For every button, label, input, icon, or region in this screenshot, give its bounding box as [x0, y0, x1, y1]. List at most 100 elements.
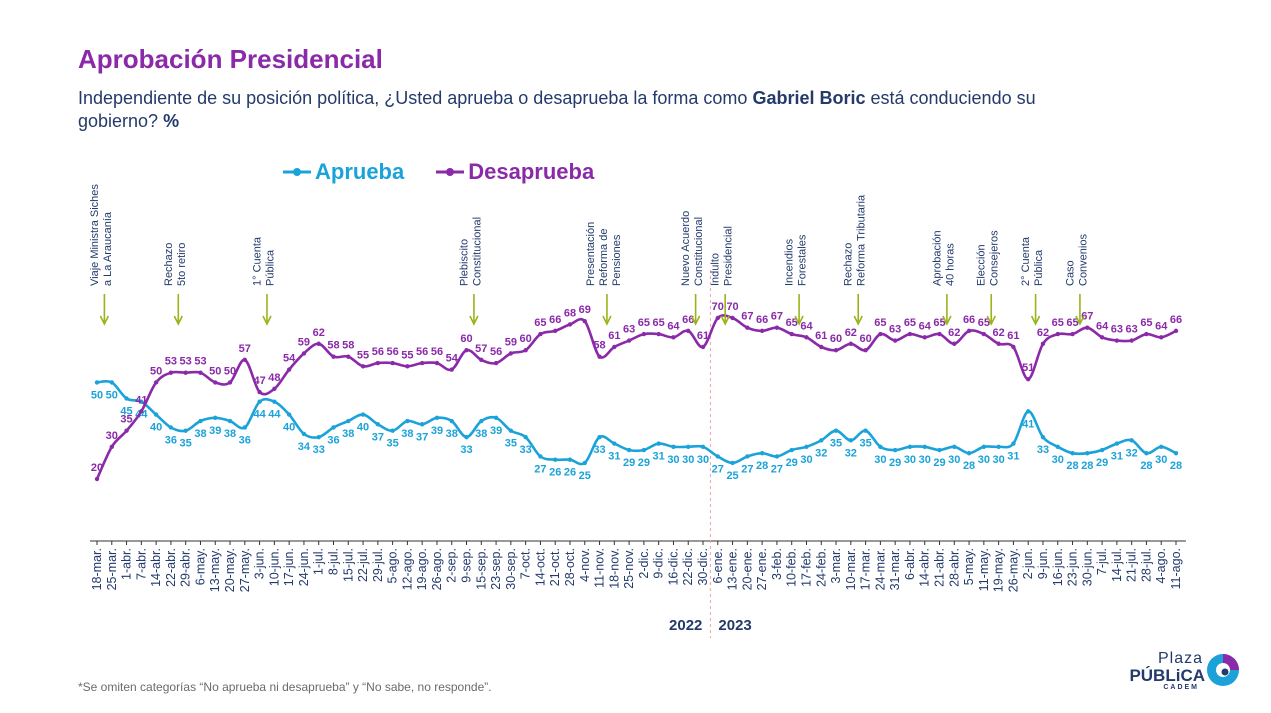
data-label: 65 — [638, 317, 650, 329]
data-label: 67 — [1081, 311, 1093, 323]
data-label: 51 — [1022, 362, 1034, 374]
data-label: 25 — [726, 470, 738, 482]
data-point — [582, 460, 587, 466]
x-tick-label: 16-dic. — [666, 548, 680, 586]
data-label: 36 — [239, 434, 251, 446]
data-point — [1070, 451, 1075, 456]
year-label-2022: 2022 — [669, 617, 702, 634]
data-label: 48 — [268, 372, 280, 384]
data-point — [907, 331, 913, 337]
data-label: 63 — [889, 324, 901, 336]
data-label: 64 — [1096, 320, 1109, 332]
data-label: 50 — [150, 365, 162, 377]
data-point — [1114, 441, 1120, 446]
data-label: 29 — [889, 457, 901, 469]
data-point — [1055, 331, 1060, 337]
data-label: 40 — [150, 422, 162, 434]
data-label: 30 — [1155, 454, 1167, 466]
x-tick-label: 3-mar. — [829, 548, 843, 583]
event-label: 2° CuentaPública — [1020, 236, 1045, 286]
data-point — [833, 348, 839, 353]
data-label: 35 — [386, 438, 398, 450]
data-point — [671, 335, 676, 340]
data-label: 35 — [180, 438, 192, 450]
data-point — [804, 444, 809, 449]
data-point — [242, 357, 248, 363]
data-label: 40 — [283, 422, 295, 434]
data-point — [390, 360, 395, 366]
data-label: 30 — [1052, 454, 1064, 466]
data-point — [878, 331, 883, 337]
data-point — [789, 447, 794, 453]
x-tick-label: 16-jun. — [1051, 548, 1065, 586]
x-tick-label: 26-ago. — [430, 548, 444, 590]
data-point — [671, 444, 676, 449]
data-label: 66 — [963, 314, 975, 326]
data-point — [1011, 344, 1016, 350]
data-label: 30 — [106, 430, 118, 442]
legend-label-desaprueba: Desaprueba — [468, 159, 595, 184]
data-point — [1025, 409, 1031, 414]
x-tick-label: 14-abr. — [149, 548, 163, 587]
data-point — [390, 428, 395, 433]
data-point — [819, 438, 824, 443]
event-label: RechazoReforma Tributaria — [843, 194, 868, 286]
data-label: 67 — [771, 311, 783, 323]
data-label: 62 — [948, 327, 960, 339]
data-point — [848, 341, 854, 346]
data-label: 28 — [1140, 460, 1152, 472]
x-tick-label: 7-abr. — [134, 548, 148, 580]
data-point — [715, 315, 720, 321]
x-tick-label: 11-nov. — [593, 548, 607, 588]
data-label: 39 — [431, 425, 443, 437]
data-label: 28 — [963, 460, 975, 472]
legend-marker-aprueba — [283, 168, 311, 176]
data-label: 41 — [135, 394, 147, 406]
data-point — [153, 380, 159, 385]
data-label: 30 — [697, 454, 709, 466]
data-point — [360, 412, 366, 417]
data-label: 50 — [224, 365, 236, 377]
data-point — [213, 380, 218, 385]
data-point — [686, 444, 691, 449]
data-point — [863, 428, 868, 433]
data-point — [405, 364, 410, 369]
x-tick-label: 1-abr. — [120, 548, 134, 580]
data-point — [153, 412, 159, 417]
data-point — [952, 341, 957, 346]
data-label: 54 — [283, 353, 296, 365]
x-tick-label: 29-jul. — [371, 548, 385, 582]
data-label: 50 — [91, 389, 103, 401]
x-tick-label: 11-ago. — [1169, 548, 1183, 589]
event-arrow-head — [1075, 315, 1085, 326]
data-point — [301, 431, 307, 437]
data-label: 31 — [1111, 451, 1123, 463]
x-tick-label: 8-jul. — [326, 548, 340, 575]
data-point — [257, 399, 262, 404]
data-label: 56 — [490, 346, 502, 358]
data-point — [922, 444, 927, 449]
data-label: 62 — [313, 327, 325, 339]
data-label: 56 — [416, 346, 428, 358]
x-tick-label: 7-oct. — [519, 548, 533, 579]
x-tick-label: 13-may. — [208, 548, 222, 592]
data-label: 64 — [1155, 320, 1168, 332]
data-label: 68 — [564, 307, 576, 319]
x-tick-label: 6-abr. — [903, 548, 917, 580]
data-point — [553, 328, 558, 334]
data-point — [1070, 331, 1075, 337]
data-point — [183, 370, 188, 375]
x-tick-label: 5-may. — [962, 548, 976, 585]
x-tick-label: 6-may. — [193, 548, 207, 585]
x-tick-label: 10-feb. — [785, 548, 799, 587]
x-tick-label: 28-oct. — [563, 548, 577, 586]
x-tick-label: 6-ene. — [711, 548, 725, 583]
event-label: Viaje Ministra Sichesa La Araucanía — [89, 184, 114, 286]
data-point — [745, 454, 750, 459]
event-arrow-head — [942, 315, 952, 326]
data-label: 65 — [904, 317, 916, 329]
data-point — [1173, 328, 1179, 334]
x-tick-label: 17-feb. — [799, 548, 813, 587]
data-point — [449, 418, 454, 424]
data-label: 30 — [948, 454, 960, 466]
